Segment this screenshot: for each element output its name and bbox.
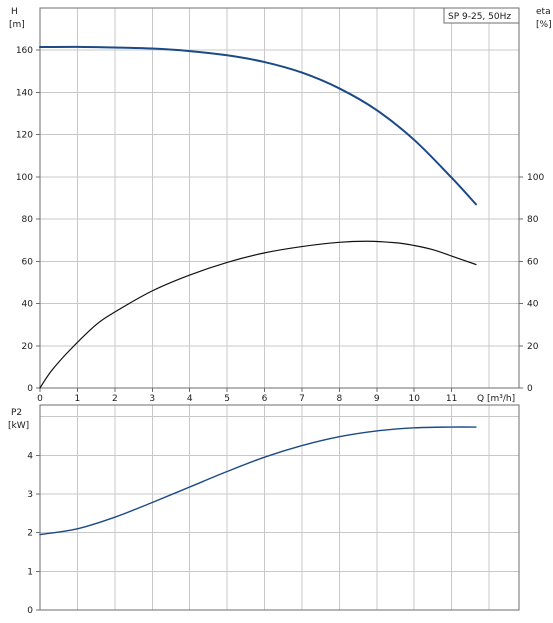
left-axis-tick-label: 0 bbox=[27, 384, 33, 394]
series-line-eta bbox=[39, 240, 477, 389]
x-axis-tick-label: 2 bbox=[112, 394, 118, 404]
x-axis-tick-label: 9 bbox=[374, 394, 380, 404]
left-axis-tick-label: 40 bbox=[22, 300, 34, 310]
x-axis-tick-label: 5 bbox=[224, 394, 230, 404]
x-axis-tick-label: 11 bbox=[446, 394, 457, 404]
legend-text: SP 9-25, 50Hz bbox=[448, 12, 511, 22]
power-ticks bbox=[36, 454, 40, 611]
left-axis-tick-label: 4 bbox=[27, 451, 33, 461]
power-grid bbox=[40, 405, 519, 610]
right-axis-tick-label: 20 bbox=[527, 342, 539, 352]
x-axis-title-q: Q [m³/h] bbox=[477, 394, 515, 404]
legend-box bbox=[443, 7, 520, 24]
head-efficiency-frame bbox=[39, 7, 520, 389]
head-efficiency-grid bbox=[40, 8, 519, 388]
series-line-p2 bbox=[39, 426, 477, 536]
left-axis-tick-label: 0 bbox=[27, 606, 33, 616]
head-efficiency-ticks bbox=[36, 49, 523, 392]
right-axis-tick-label: 60 bbox=[527, 257, 539, 267]
left-axis-title-h: H bbox=[11, 7, 18, 17]
left-axis-tick-label: 100 bbox=[16, 173, 33, 183]
left-axis-tick-label: 140 bbox=[16, 88, 33, 98]
right-axis-title-eta: eta bbox=[536, 7, 551, 17]
head-efficiency-tick-labels: 0 20 40 60 80 100 120 140 160 0 20 40 60 80 100 0 1 2 3 4 5 6… bbox=[16, 46, 545, 404]
left-axis-tick-label: 1 bbox=[27, 567, 33, 577]
right-axis-tick-label: 0 bbox=[527, 384, 533, 394]
right-axis-unit-percent: [%] bbox=[536, 20, 552, 30]
series-line-h bbox=[39, 45, 477, 206]
x-axis-tick-label: 4 bbox=[187, 394, 193, 404]
left-axis-tick-label: 2 bbox=[27, 529, 33, 539]
left-axis-tick-label: 20 bbox=[22, 342, 34, 352]
power-panel: 0 1 2 3 4 P2 [kW] bbox=[8, 404, 520, 616]
right-axis-tick-label: 40 bbox=[527, 300, 539, 310]
head-efficiency-panel: 0 20 40 60 80 100 120 140 160 0 20 40 60 80 100 0 1 2 3 4 5 6… bbox=[9, 7, 552, 404]
left-axis-tick-label: 3 bbox=[27, 490, 33, 500]
x-axis-tick-label: 7 bbox=[299, 394, 305, 404]
x-axis-tick-label: 1 bbox=[75, 394, 81, 404]
x-axis-tick-label: 8 bbox=[337, 394, 343, 404]
x-axis-tick-label: 0 bbox=[37, 394, 43, 404]
x-axis-tick-label: 3 bbox=[149, 394, 155, 404]
x-axis-tick-label: 6 bbox=[262, 394, 268, 404]
left-axis-unit-m: [m] bbox=[9, 20, 25, 30]
x-axis-tick-label: 10 bbox=[408, 394, 420, 404]
power-tick-labels: 0 1 2 3 4 bbox=[27, 451, 33, 616]
right-axis-tick-label: 80 bbox=[527, 215, 539, 225]
power-frame bbox=[39, 404, 520, 611]
left-axis-tick-label: 60 bbox=[22, 257, 34, 267]
power-axis-unit-kw: [kW] bbox=[8, 421, 29, 431]
power-axis-title-p2: P2 bbox=[11, 408, 22, 418]
left-axis-tick-label: 120 bbox=[16, 131, 33, 141]
left-axis-tick-label: 80 bbox=[22, 215, 34, 225]
left-axis-tick-label: 160 bbox=[16, 46, 33, 56]
right-axis-tick-label: 100 bbox=[527, 173, 544, 183]
power-series bbox=[39, 426, 477, 536]
head-efficiency-series bbox=[39, 45, 477, 389]
